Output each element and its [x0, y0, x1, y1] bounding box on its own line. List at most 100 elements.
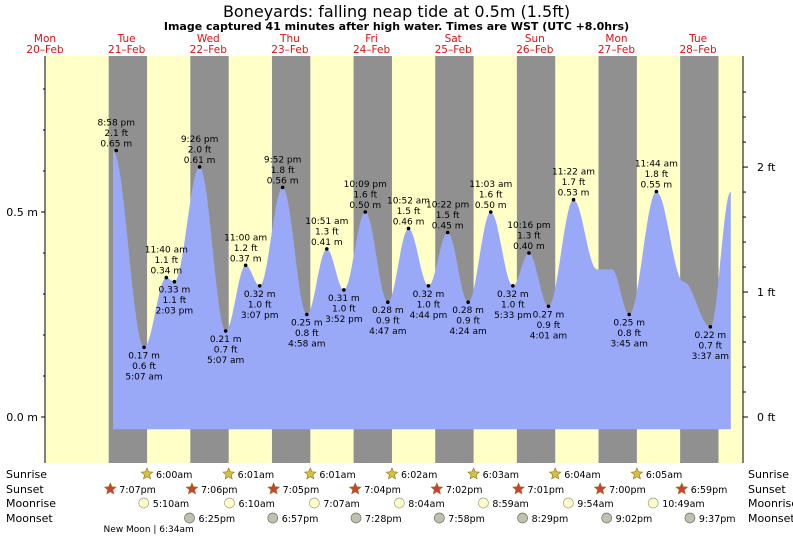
extreme-label: 0.32 m [497, 290, 529, 300]
extreme-label: 0.8 ft [617, 329, 641, 339]
extreme-point [571, 197, 576, 202]
extreme-point [385, 300, 390, 305]
day-label-name: Tue [117, 33, 136, 45]
extreme-label: 1.6 ft [479, 191, 503, 201]
extreme-label: 0.32 m [244, 290, 276, 300]
day-label-name: Mon [605, 33, 627, 45]
right-tick-label: 0 ft [757, 411, 776, 424]
extreme-label: 0.25 m [291, 319, 323, 329]
extreme-label: 2:03 pm [156, 307, 194, 317]
moonset-time: 7:58pm [448, 514, 485, 525]
sunset-icon [512, 482, 525, 495]
moonset-time: 9:02pm [616, 514, 653, 525]
extreme-label: 0.56 m [267, 176, 299, 186]
extreme-point [466, 300, 470, 305]
sunset-icon [675, 482, 689, 495]
extreme-label: 3:07 pm [241, 311, 279, 321]
sunrise-row-label: Sunrise [6, 468, 47, 481]
left-tick-label: 0.0 m [6, 411, 38, 424]
sunrise-time: 6:01am [319, 470, 355, 481]
extreme-label: 1.3 ft [315, 227, 339, 237]
moonrise-time: 9:54am [577, 499, 613, 510]
moonrise-icon [309, 497, 320, 509]
extreme-label: 1.8 ft [271, 166, 295, 176]
sunrise-icon [385, 467, 399, 480]
sunrise-time: 6:04am [564, 470, 600, 481]
extreme-point [114, 148, 119, 153]
day-label-date: 22–Feb [190, 44, 228, 56]
moonrise-icon [478, 497, 489, 509]
extreme-label: 4:01 am [530, 331, 567, 341]
extreme-label: 5:07 am [207, 356, 244, 366]
extreme-point [142, 345, 146, 350]
day-label-date: 24–Feb [353, 44, 391, 56]
extreme-label: 8:58 pm [97, 119, 135, 129]
extreme-label: 0.53 m [558, 189, 590, 199]
extreme-label: 1.0 ft [501, 300, 525, 310]
extreme-label: 0.31 m [328, 294, 360, 304]
chart-subtitle: Image captured 41 minutes after high wat… [164, 20, 629, 33]
extreme-label: 2.1 ft [104, 129, 128, 139]
sunrise-time: 6:05am [646, 470, 682, 481]
extreme-label: 1.0 ft [332, 304, 356, 314]
sunrise-icon [630, 467, 644, 480]
sunset-icon [430, 482, 444, 495]
sunrise-icon [140, 467, 154, 480]
extreme-label: 10:52 am [387, 196, 430, 206]
extreme-label: 11:03 am [469, 180, 512, 190]
extreme-label: 4:44 pm [410, 311, 448, 321]
extreme-point [511, 284, 515, 288]
day-label-name: Wed [197, 33, 220, 45]
extreme-label: 0.22 m [695, 331, 727, 341]
extreme-label: 0.6 ft [132, 362, 156, 372]
extreme-point [363, 210, 368, 214]
extreme-label: 5:07 am [125, 372, 162, 382]
sunrise-icon [222, 467, 236, 480]
moonrise-icon [647, 497, 659, 509]
extreme-label: 1.8 ft [645, 170, 669, 180]
day-label-name: Thu [279, 33, 300, 45]
extreme-label: 1.1 ft [154, 256, 178, 266]
extreme-point [172, 279, 177, 284]
day-label-date: 28–Feb [679, 44, 717, 56]
extreme-label: 10:09 pm [344, 180, 387, 190]
extreme-point [426, 284, 431, 288]
moonset-icon [267, 512, 279, 524]
extreme-label: 3:45 am [611, 340, 648, 350]
tide-area [113, 150, 731, 430]
sunset-row-label-right: Sunset [748, 483, 786, 496]
moonset-time: 6:57pm [282, 514, 319, 525]
extreme-label: 1.3 ft [517, 232, 541, 242]
day-label-name: Mon [34, 33, 56, 45]
extreme-label: 0.17 m [128, 351, 160, 361]
extreme-point [164, 275, 169, 280]
moonrise-icon [562, 497, 574, 509]
moonrise-icon [393, 497, 405, 509]
extreme-label: 0.33 m [159, 286, 191, 296]
right-tick-label: 1 ft [757, 286, 776, 299]
extreme-point [406, 226, 411, 231]
extreme-label: 5:33 pm [494, 311, 532, 321]
moonset-icon [350, 512, 362, 524]
moonset-time: 7:28pm [365, 514, 402, 525]
extreme-label: 2.0 ft [188, 145, 212, 155]
extreme-label: 0.25 m [613, 319, 645, 329]
moonrise-time: 6:10am [239, 499, 275, 510]
extreme-point [280, 185, 285, 190]
day-label-name: Tue [688, 33, 707, 45]
axes: 0.0 m 0.5 m 0 ft 1 ft 2 ft [6, 56, 776, 463]
extreme-label: 11:40 am [145, 246, 188, 256]
day-label-date: 25–Feb [435, 44, 473, 56]
sunrise-time: 6:03am [483, 470, 519, 481]
extreme-label: 0.41 m [311, 238, 343, 248]
extreme-label: 11:22 am [552, 168, 595, 178]
moonrise-time: 5:10am [153, 499, 189, 510]
sunset-icon [593, 482, 607, 495]
sunset-row-label: Sunset [6, 483, 44, 496]
extreme-label: 0.28 m [452, 306, 484, 316]
extreme-label: 9:52 pm [264, 155, 302, 165]
moonset-time: 8:29pm [532, 514, 569, 525]
moonset-icon [601, 512, 613, 524]
new-moon-label: New Moon | 6:34am [104, 525, 194, 535]
sunset-time: 7:00pm [609, 485, 646, 496]
